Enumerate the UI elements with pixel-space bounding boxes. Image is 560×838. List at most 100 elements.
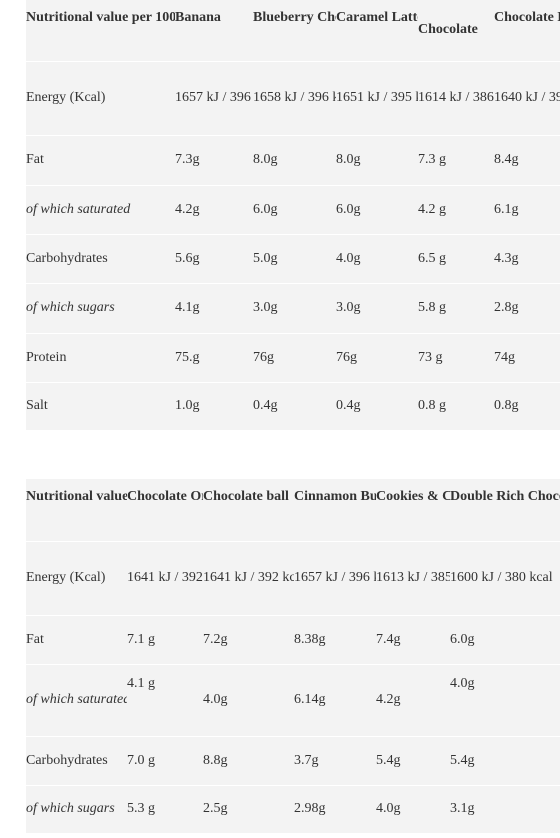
- header-cell: Double Rich Chocolate: [450, 489, 560, 504]
- table-cell: 4.1 g: [127, 663, 203, 736]
- table-cell: 74g: [494, 332, 560, 382]
- table-cell: 0.8 g: [418, 381, 494, 430]
- row-label: Fat: [26, 134, 175, 185]
- table-cell: 8.8g: [203, 735, 294, 785]
- header-cell: Cinnamon Bun: [294, 489, 376, 504]
- row-label: Carbohydrates: [26, 735, 127, 785]
- table-cell: 2.98g: [294, 784, 376, 833]
- table-row: of which sugars 5.3 g 2.5g 2.98g 4.0g 3.…: [26, 784, 560, 833]
- table-cell: 1641 kJ / 392 kcal: [127, 540, 203, 615]
- table-cell: 3.0g: [336, 282, 418, 333]
- table-cell: 7.4g: [376, 614, 450, 664]
- header-cell: Nutritional value per 100g: [26, 489, 127, 504]
- header-cell: Chocolate Banana: [494, 10, 560, 25]
- table-cell: 6.0g: [450, 614, 560, 664]
- table-cell: 1657 kJ / 396 kcal: [294, 540, 376, 615]
- table-cell: 8.0g: [336, 134, 418, 185]
- table-cell: 1613 kJ / 385 kcal: [376, 540, 450, 615]
- table-row: of which saturated 4.1 g 4.0g 6.14g 4.2g…: [26, 663, 560, 736]
- table-cell: 7.3g: [175, 134, 253, 185]
- table-cell: 0.4g: [336, 381, 418, 430]
- table-cell: 5.4g: [450, 735, 560, 785]
- header-cell: Banana: [175, 10, 221, 25]
- table-cell: 1.0g: [175, 381, 253, 430]
- row-label: Energy (Kcal): [26, 60, 175, 135]
- table-cell: 4.0g: [336, 233, 418, 283]
- table-cell: 8.4g: [494, 134, 560, 185]
- table-cell: 4.1g: [175, 282, 253, 333]
- header-cell: Nutritional value per 100g: [26, 10, 175, 25]
- table-cell: 8.38g: [294, 614, 376, 664]
- table-cell: 0.4g: [253, 381, 336, 430]
- table-row: Salt 1.0g 0.4g 0.4g 0.8 g 0.8g: [26, 381, 560, 430]
- table-cell: 5.8 g: [418, 282, 494, 333]
- row-label: Protein: [26, 332, 175, 382]
- table-cell: 5.3 g: [127, 784, 203, 833]
- table-cell: 6.5 g: [418, 233, 494, 283]
- table-cell: 1614 kJ / 386 kcal: [418, 60, 494, 135]
- table-cell: 7.3 g: [418, 134, 494, 185]
- table-row: Fat 7.1 g 7.2g 8.38g 7.4g 6.0g: [26, 614, 560, 664]
- header-cell: Cookies & Cream: [376, 489, 450, 504]
- row-label: Fat: [26, 614, 127, 664]
- table-row: Energy (Kcal) 1657 kJ / 396 kcal 1658 kJ…: [26, 60, 560, 135]
- table-cell: 4.2g: [376, 663, 450, 736]
- table-cell: 4.2g: [175, 184, 253, 234]
- row-label: of which sugars: [26, 784, 127, 833]
- table-cell: 2.5g: [203, 784, 294, 833]
- row-label: Carbohydrates: [26, 233, 175, 283]
- table-cell: 6.0g: [253, 184, 336, 234]
- header-cell: Chocolate: [418, 22, 478, 38]
- table-cell: 5.6g: [175, 233, 253, 283]
- table-cell: 4.3g: [494, 233, 560, 283]
- table-cell: 0.8g: [494, 381, 560, 430]
- table-cell: 3.0g: [253, 282, 336, 333]
- row-label: Energy (Kcal): [26, 540, 127, 615]
- table-row: of which saturated 4.2g 6.0g 6.0g 4.2 g …: [26, 184, 560, 234]
- table-cell: 1641 kJ / 392 kcal: [203, 540, 294, 615]
- table-header-row: Nutritional value per 100g Banana Bluebe…: [26, 0, 560, 61]
- table-header-row: Nutritional value per 100g Chocolate Ora…: [26, 479, 560, 541]
- table-cell: 1651 kJ / 395 kcal: [336, 60, 418, 135]
- table-cell: 5.0g: [253, 233, 336, 283]
- row-label: of which saturated: [26, 663, 127, 736]
- table-cell: 1658 kJ / 396 kcal: [253, 60, 336, 135]
- row-label: Salt: [26, 381, 175, 430]
- table-row: Carbohydrates 7.0 g 8.8g 3.7g 5.4g 5.4g: [26, 735, 560, 785]
- row-label: of which sugars: [26, 282, 175, 333]
- table-cell: 1640 kJ / 392 kcal: [494, 60, 560, 135]
- table-cell: 5.4g: [376, 735, 450, 785]
- table-cell: 7.2g: [203, 614, 294, 664]
- table-row: Carbohydrates 5.6g 5.0g 4.0g 6.5 g 4.3g: [26, 233, 560, 283]
- header-cell: Caramel Latte: [336, 10, 418, 25]
- table-cell: 7.0 g: [127, 735, 203, 785]
- table-cell: 8.0g: [253, 134, 336, 185]
- table-cell: 3.1g: [450, 784, 560, 833]
- table-row: Fat 7.3g 8.0g 8.0g 7.3 g 8.4g: [26, 134, 560, 185]
- table-cell: 6.0g: [336, 184, 418, 234]
- row-label: of which saturated: [26, 184, 175, 234]
- header-cell: Blueberry Cheesecake: [253, 10, 336, 25]
- table-cell: 6.14g: [294, 663, 376, 736]
- table-row: Protein 75.g 76g 76g 73 g 74g: [26, 332, 560, 382]
- table-cell: 4.0g: [450, 663, 560, 736]
- table-cell: 7.1 g: [127, 614, 203, 664]
- table-cell: 6.1g: [494, 184, 560, 234]
- table-cell: 2.8g: [494, 282, 560, 333]
- table-cell: 1657 kJ / 396 kcal: [175, 60, 253, 135]
- table-cell: 4.0g: [203, 663, 294, 736]
- header-cell: Chocolate Orange: [127, 489, 203, 504]
- table-cell: 75.g: [175, 332, 253, 382]
- table-cell: 76g: [253, 332, 336, 382]
- table-cell: 4.2 g: [418, 184, 494, 234]
- table-row: Energy (Kcal) 1641 kJ / 392 kcal 1641 kJ…: [26, 540, 560, 615]
- table-cell: 73 g: [418, 332, 494, 382]
- table-cell: 1600 kJ / 380 kcal: [450, 540, 560, 615]
- table-row: of which sugars 4.1g 3.0g 3.0g 5.8 g 2.8…: [26, 282, 560, 333]
- table-cell: 76g: [336, 332, 418, 382]
- nutrition-table-2: Nutritional value per 100g Chocolate Ora…: [26, 479, 560, 833]
- header-cell: Chocolate ball: [203, 489, 289, 504]
- table-cell: 3.7g: [294, 735, 376, 785]
- table-cell: 4.0g: [376, 784, 450, 833]
